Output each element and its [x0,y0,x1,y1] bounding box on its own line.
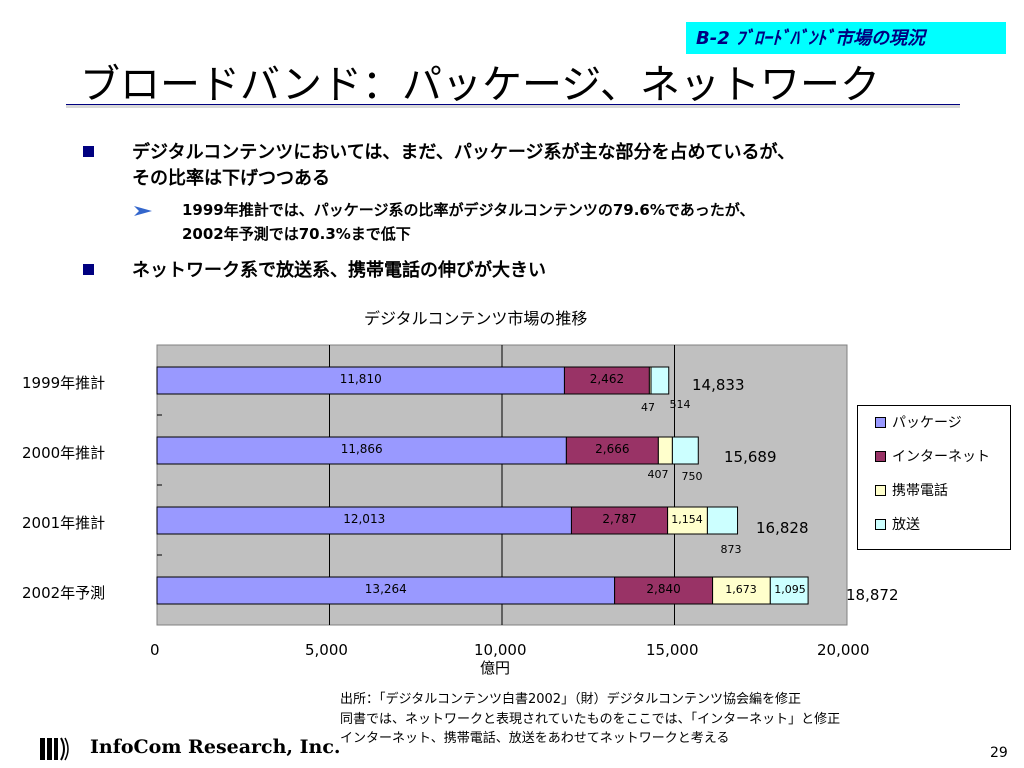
x-tick-5000: 5,000 [305,641,348,659]
data-label-broadcast: 750 [682,470,703,483]
source-note: 出所：「デジタルコンテンツ白書2002」（財）デジタルコンテンツ協会編を修正 [340,692,802,707]
bar-segment [667,506,708,535]
data-label-broadcast: 514 [670,398,691,411]
legend-label-broadcast: 放送 [892,517,920,533]
sub-bullet-line-1: 1999年推計では、パッケージ系の比率がデジタルコンテンツの79.6%であったが… [182,201,755,219]
company-name: InfoCom Research, Inc. [90,736,341,758]
network-note: インターネット、携帯電話、放送をあわせてネットワークと考える [340,731,730,746]
legend-label-internet: インターネット [892,449,990,465]
legend-label-package: パッケージ [892,415,962,431]
data-label-package: 11,810 [340,372,382,386]
x-tick-15000: 15,000 [646,641,699,659]
bar-segment [712,576,771,605]
bar-segment [706,506,739,535]
bullet-1-line-2: その比率は下げつつある [132,168,330,189]
bar-segment [769,576,809,605]
bar-segment [156,506,572,535]
data-label-mobile: 47 [641,401,655,414]
bullet-2: ネットワーク系で放送系、携帯電話の伸びが大きい [132,260,546,281]
category-label-2001: 2001年推計 [22,514,106,532]
bar-segment [614,576,714,605]
bar-segment [563,366,650,395]
title-underline [66,104,960,108]
legend-swatch-package [875,417,886,428]
bar-segment [657,436,673,465]
category-label-2000: 2000年推計 [22,444,106,462]
definition-note: 同書では、ネットワークと表現されていたものをここでは、「インターネット」と修正 [340,712,841,727]
legend-label-mobile: 携帯電話 [892,483,948,499]
legend-swatch-mobile [875,485,886,496]
section-tag-text: B-2 ﾌﾞﾛｰﾄﾞﾊﾞﾝﾄﾞ市場の現況 [696,28,925,49]
bullet-square-icon [83,146,94,157]
data-label-internet: 2,666 [595,442,629,456]
legend-swatch-internet [875,451,886,462]
bar-segment [156,436,567,465]
data-label-total: 15,689 [724,448,777,466]
data-label-broadcast: 873 [721,543,742,556]
bullet-square-icon [83,264,94,275]
data-label-mobile: 407 [648,468,669,481]
x-tick-20000: 20,000 [817,641,870,659]
company-logo-icon [40,737,69,761]
bar-segment [671,436,699,465]
legend-swatch-broadcast [875,519,886,530]
sub-bullet-line-2: 2002年予測では70.3%まで低下 [182,225,411,243]
page-number: 29 [990,745,1008,761]
data-label-internet: 2,840 [646,582,680,596]
chart-title: デジタルコンテンツ市場の推移 [364,309,588,328]
x-tick-0: 0 [150,641,160,659]
arrow-bullet-icon [134,206,152,216]
x-tick-10000: 10,000 [474,641,527,659]
category-label-1999: 1999年推計 [22,374,106,392]
data-label-broadcast: 1,095 [774,583,806,596]
data-label-mobile: 1,673 [725,583,757,596]
data-label-total: 18,872 [846,586,899,604]
bar-segment [565,436,659,465]
category-label-2002: 2002年予測 [22,584,106,602]
slide-title: ブロードバンド：パッケージ、ネットワーク [80,62,880,108]
data-label-internet: 2,462 [590,372,624,386]
data-label-package: 11,866 [341,442,383,456]
bars [156,366,809,605]
bar-segment [650,366,670,395]
data-label-total: 16,828 [756,519,809,537]
bullet-1-line-1: デジタルコンテンツにおいては、まだ、パッケージ系が主な部分を占めているが、 [132,142,796,163]
data-label-package: 13,264 [365,582,407,596]
data-label-total: 14,833 [692,376,745,394]
x-axis-unit: 億円 [480,659,511,677]
data-label-internet: 2,787 [602,512,636,526]
bar-segment [156,366,565,395]
data-label-mobile: 1,154 [671,513,703,526]
section-tag [686,22,1006,54]
axis-ticks [157,414,162,556]
data-label-package: 12,013 [343,512,385,526]
data-labels: 11,810 2,462 11,866 2,666 12,013 2,787 13,264 2… [340,372,899,604]
